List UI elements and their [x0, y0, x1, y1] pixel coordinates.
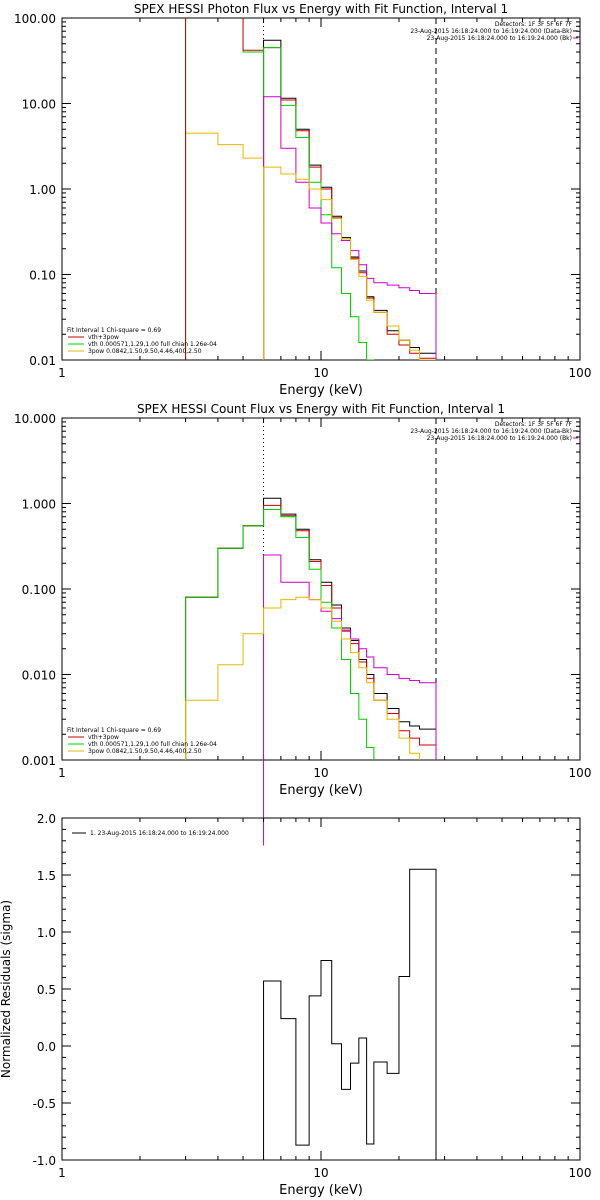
fit-line-1-1: vth+3pow: [88, 734, 119, 741]
series-step-0-0: [263, 39, 437, 360]
x-axis-label-1: Energy (keV): [279, 783, 363, 798]
fit-line-0-0: Fit Interval 1 Chi-square = 0.69: [67, 327, 161, 334]
series-step-0-1: [263, 47, 437, 360]
legend-entry-2: 1. 23-Aug-2015 16:18:24.000 to 16:19:24.…: [90, 830, 229, 837]
series-step-1-3: [185, 554, 437, 760]
y-tick-label-1-0: 0.001: [22, 754, 56, 768]
y-tick-label-2-1: -0.5: [33, 1097, 56, 1111]
series-step-0-3: [263, 96, 437, 360]
y-tick-label-1-4: 10.000: [14, 412, 56, 426]
y-tick-label-2-4: 1.0: [37, 926, 56, 940]
series-step-1-4: [185, 596, 437, 760]
x-tick-label-2-2: 100: [569, 1166, 592, 1180]
x-tick-label-0-1: 10: [313, 366, 328, 380]
series-step-0-4: [263, 166, 437, 360]
low-energy-step-0-0: [185, 132, 265, 360]
series-step-0-2: [263, 47, 437, 360]
fit-line-1-2: vth 0.000571,1.29,1.00 full chian 1.26e-…: [88, 741, 217, 748]
x-tick-label-1-2: 100: [569, 766, 592, 780]
low-energy-step-0-1: [185, 18, 265, 360]
y-tick-label-2-2: 0.0: [37, 1040, 56, 1054]
info-line-1-0: Detectors: 1F 3F 5F 6F 7F: [495, 421, 573, 428]
fit-line-0-3: 3pow 0.0842,1.50,9.50,4.46,400,2.50: [88, 348, 202, 355]
y-tick-label-2-5: 1.5: [37, 869, 56, 883]
series-step-1-2: [185, 509, 437, 760]
series-step-1-0: [185, 497, 437, 760]
y-tick-label-1-1: 0.010: [22, 669, 56, 683]
y-tick-label-1-3: 1.000: [22, 498, 56, 512]
fit-line-0-1: vth+3pow: [88, 334, 119, 341]
y-tick-label-0-1: 0.10: [29, 269, 56, 283]
info-line-1-1: 23-Aug-2015 16:18:24.000 to 16:19:24.000…: [410, 428, 572, 435]
y-tick-label-1-2: 0.100: [22, 583, 56, 597]
x-axis-label-0: Energy (keV): [279, 383, 363, 398]
low-energy-step-0-2: [185, 18, 265, 360]
series-step-2-0: [263, 868, 437, 1160]
y-tick-label-0-2: 1.00: [29, 183, 56, 197]
y-axis-label-2: Normalized Residuals (sigma): [0, 900, 13, 1078]
fit-line-0-2: vth 0.000571,1.29,1.00 full chian 1.26e-…: [88, 341, 217, 348]
y-tick-label-0-3: 10.00: [22, 98, 56, 112]
info-line-0-1: 23-Aug-2015 16:18:24.000 to 16:19:24.000…: [410, 28, 572, 35]
y-tick-label-2-6: 2.0: [37, 812, 56, 826]
y-tick-label-2-0: -1.0: [33, 1154, 56, 1168]
x-tick-label-0-2: 100: [569, 366, 592, 380]
series-step-1-1: [185, 504, 437, 760]
y-tick-label-0-4: 100.00: [14, 12, 56, 26]
info-line-0-2: 23-Aug-2015 16:18:24.000 to 16:19:24.000…: [427, 35, 572, 42]
fit-line-1-0: Fit Interval 1 Chi-square = 0.69: [67, 727, 161, 734]
y-tick-label-0-0: 0.01: [29, 354, 56, 368]
fit-line-1-3: 3pow 0.0842,1.50,9.50,4.46,400,2.50: [88, 748, 202, 755]
x-tick-label-2-0: 1: [58, 1166, 66, 1180]
x-tick-label-0-0: 1: [58, 366, 66, 380]
x-tick-label-1-0: 1: [58, 766, 66, 780]
info-line-0-0: Detectors: 1F 3F 5F 6F 7F: [495, 21, 573, 28]
chart-title-0: SPEX HESSI Photon Flux vs Energy with Fi…: [134, 2, 508, 16]
y-tick-label-2-3: 0.5: [37, 983, 56, 997]
x-axis-label-2: Energy (keV): [279, 1183, 363, 1198]
chart-title-1: SPEX HESSI Count Flux vs Energy with Fit…: [137, 402, 505, 416]
x-tick-label-1-1: 10: [313, 766, 328, 780]
info-line-1-2: 23-Aug-2015 16:18:24.000 to 16:19:24.000…: [427, 435, 572, 442]
x-tick-label-2-1: 10: [313, 1166, 328, 1180]
